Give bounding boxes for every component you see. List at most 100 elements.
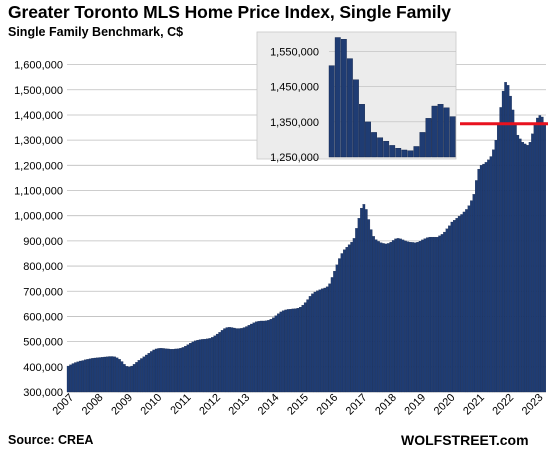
inset-bar: [437, 104, 444, 158]
chart-title: Greater Toronto MLS Home Price Index, Si…: [8, 2, 451, 22]
main-bar: [423, 238, 427, 393]
main-bar: [367, 219, 371, 393]
main-bar: [360, 208, 363, 393]
main-bar: [272, 317, 275, 393]
main-bar: [142, 356, 146, 393]
main-bar: [211, 337, 214, 393]
main-bar: [494, 140, 498, 393]
main-y-tick-label: 600,000: [23, 311, 63, 323]
main-bar: [516, 134, 520, 393]
main-bar: [230, 327, 234, 393]
inset-bar: [377, 137, 384, 158]
main-bar: [394, 238, 397, 393]
main-bar: [540, 116, 544, 393]
main-bar: [218, 332, 221, 393]
main-bar: [509, 95, 512, 393]
main-bar: [443, 231, 446, 393]
main-bar: [333, 270, 336, 393]
main-bar: [281, 310, 285, 393]
main-bar: [159, 348, 163, 393]
main-y-tick-label: 1,500,000: [14, 85, 63, 97]
main-bar: [335, 264, 339, 393]
main-bar: [279, 311, 283, 393]
main-bar: [347, 244, 351, 393]
main-bar: [372, 236, 375, 393]
main-bar: [250, 323, 253, 393]
main-bar: [125, 366, 129, 393]
inset-y-tick-label: 1,350,000: [270, 117, 319, 129]
main-y-tick-label: 1,300,000: [14, 135, 63, 147]
chart-subtitle: Single Family Benchmark, C$: [8, 25, 184, 39]
main-bar: [308, 296, 312, 393]
main-bar: [487, 159, 490, 393]
main-bar: [391, 240, 395, 393]
main-bar: [399, 238, 402, 393]
main-bar: [313, 291, 317, 393]
main-bar: [140, 358, 143, 393]
main-bar: [365, 209, 368, 393]
inset-y-tick-label: 1,250,000: [270, 152, 319, 164]
main-x-tick-label: 2013: [227, 392, 253, 418]
main-bar: [306, 299, 309, 393]
main-bar: [521, 142, 525, 393]
main-bar: [259, 320, 263, 393]
main-bar: [384, 243, 388, 393]
main-bar: [208, 338, 212, 393]
main-bar: [181, 347, 185, 393]
main-bar: [98, 357, 102, 393]
main-bar: [489, 156, 493, 393]
main-bar: [357, 218, 361, 393]
main-bar: [233, 327, 236, 393]
inset-bar: [407, 150, 414, 158]
inset-bar: [371, 132, 377, 158]
main-bar: [291, 308, 295, 393]
main-bar: [152, 349, 155, 393]
main-x-tick-label: 2014: [256, 392, 282, 418]
main-x-tick-label: 2023: [520, 392, 546, 418]
main-y-tick-labels: 300,000 400,000 500,000 600,000 700,000 800,0…: [14, 60, 63, 399]
main-y-tick-label: 1,200,000: [14, 160, 63, 172]
inset-bar: [383, 140, 390, 158]
main-bar: [465, 209, 468, 393]
main-bar: [338, 258, 341, 393]
main-bar: [108, 356, 111, 393]
main-bar: [235, 328, 239, 393]
main-y-tick-label: 1,000,000: [14, 211, 63, 223]
main-bar: [132, 364, 136, 393]
main-bar: [416, 242, 419, 393]
inset-y-tick-label: 1,450,000: [270, 82, 319, 94]
main-bar: [186, 344, 190, 393]
main-bar: [482, 163, 485, 393]
main-x-tick-label: 2009: [109, 392, 135, 418]
inset-bar: [449, 116, 456, 158]
main-bar: [377, 241, 380, 393]
main-bar: [428, 236, 432, 393]
main-x-tick-label: 2015: [285, 392, 311, 418]
main-bar: [536, 117, 539, 393]
main-bar: [93, 357, 97, 393]
main-bar: [492, 149, 495, 393]
main-bar: [245, 326, 248, 393]
main-bar: [289, 309, 292, 393]
main-bar: [511, 109, 515, 393]
main-x-tick-label: 2020: [432, 392, 458, 418]
main-bar: [323, 287, 327, 393]
inset-bar: [346, 58, 353, 158]
main-bar: [374, 239, 378, 393]
main-bar: [203, 338, 207, 393]
main-bar: [533, 124, 537, 393]
main-x-tick-labels: 2007 2008 2009 2010 2011 2012 2013 2014 2015 2016…: [51, 392, 546, 418]
main-bar: [470, 200, 473, 393]
main-bars: [66, 82, 547, 393]
main-bar: [435, 236, 439, 393]
main-bar: [311, 293, 314, 393]
main-bar: [362, 204, 366, 393]
main-bar: [440, 234, 444, 393]
inset-bar: [395, 148, 402, 158]
inset-bar: [413, 146, 420, 158]
main-bar: [303, 302, 307, 393]
main-bar: [526, 145, 529, 393]
main-bar: [201, 339, 204, 393]
main-bar: [120, 361, 124, 393]
